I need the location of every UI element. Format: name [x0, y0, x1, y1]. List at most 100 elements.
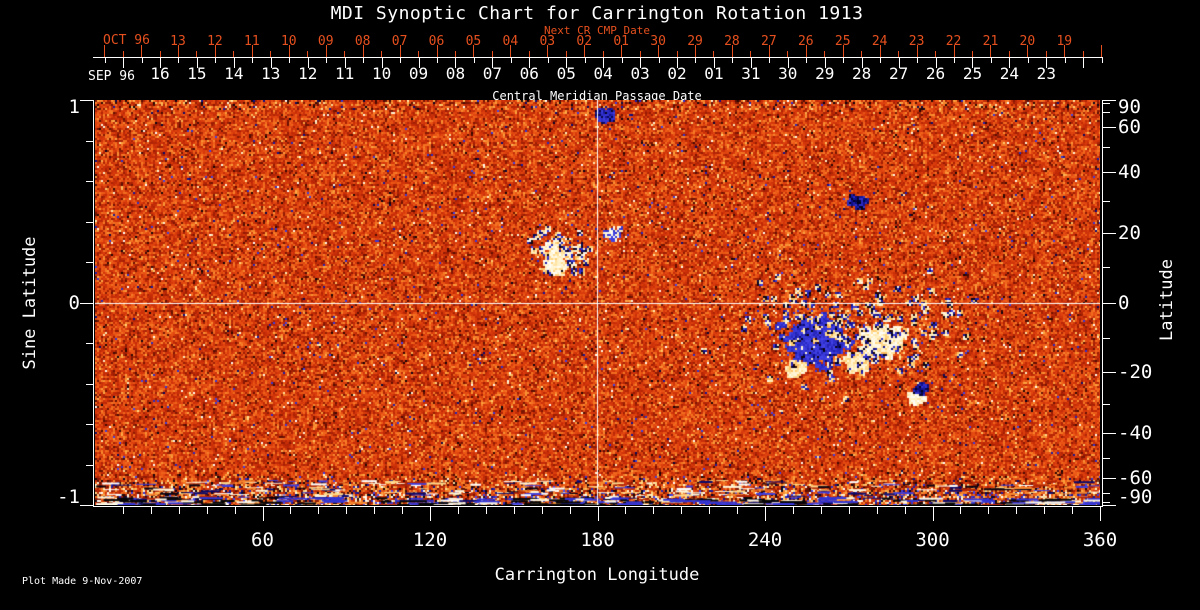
- cmp-tick: [658, 58, 660, 63]
- cmp-tick: [769, 58, 771, 63]
- next-cr-tick: [676, 51, 678, 57]
- cmp-date-label: 03: [630, 64, 650, 83]
- cmp-tick: [695, 58, 697, 63]
- next-cr-tick: [454, 51, 456, 57]
- cmp-tick: [160, 58, 161, 68]
- longitude-tick: [541, 506, 543, 514]
- cmp-date-label: 02: [667, 64, 687, 83]
- longitude-tick-label: 120: [412, 529, 448, 551]
- right-axis-line: [1102, 100, 1103, 507]
- cmp-date-label: 31: [741, 64, 761, 83]
- latitude-major-tick: [1103, 172, 1116, 174]
- cmp-tick: [880, 58, 882, 63]
- sine-latitude-minor-tick: [86, 343, 93, 344]
- left-axis-title: Sine Latitude: [20, 236, 40, 370]
- next-cr-tick: [953, 45, 955, 57]
- latitude-minor-tick: [1103, 501, 1110, 503]
- next-cr-tick: [750, 51, 752, 57]
- longitude-tick: [318, 506, 320, 514]
- next-cr-date-label: 05: [465, 34, 482, 49]
- cmp-date-label: 25: [962, 64, 983, 83]
- cmp-tick: [1064, 58, 1066, 63]
- cmp-tick: [252, 58, 254, 63]
- cmp-tick: [806, 58, 808, 63]
- cmp-axis-line: [93, 57, 1103, 58]
- cmp-tick: [824, 58, 826, 68]
- longitude-tick: [178, 506, 180, 514]
- longitude-tick: [206, 506, 208, 514]
- plot-made-timestamp: Plot Made 9-Nov-2007: [22, 576, 143, 587]
- cmp-tick: [584, 58, 586, 63]
- sine-latitude-major-tick: [80, 505, 93, 506]
- cmp-date-label: 08: [445, 64, 466, 83]
- longitude-tick: [457, 506, 459, 514]
- longitude-tick: [430, 506, 431, 521]
- next-cr-tick: [325, 45, 327, 57]
- latitude-major-tick: [1103, 127, 1116, 129]
- next-cr-date-label: 25: [834, 34, 851, 49]
- next-cr-date-label: 19: [1056, 34, 1073, 49]
- next-cr-date-label: 06: [428, 34, 445, 49]
- longitude-tick: [234, 506, 236, 514]
- sine-latitude-minor-tick: [86, 140, 93, 142]
- cmp-month-label: SEP 96: [88, 69, 135, 84]
- cmp-tick: [972, 58, 974, 68]
- sine-latitude-minor-tick: [86, 181, 93, 182]
- longitude-tick: [709, 506, 711, 514]
- next-cr-tick: [270, 51, 272, 57]
- longitude-tick: [402, 506, 404, 514]
- next-cr-tick: [1027, 45, 1029, 57]
- latitude-major-tick: [1103, 233, 1116, 235]
- next-cr-tick: [602, 51, 604, 57]
- longitude-tick: [988, 506, 990, 514]
- next-cr-tick: [196, 51, 198, 57]
- next-cr-date-label: 30: [650, 34, 666, 49]
- cmp-tick: [732, 58, 734, 63]
- cmp-date-label: 26: [925, 64, 946, 83]
- next-cr-tick: [104, 45, 106, 57]
- latitude-major-tick: [1103, 477, 1116, 479]
- cmp-tick: [547, 58, 549, 63]
- next-cr-date-label: 01: [613, 34, 629, 49]
- next-cr-tick: [1064, 45, 1066, 57]
- next-cr-tick: [1008, 51, 1010, 57]
- next-cr-date-label: 22: [945, 34, 962, 49]
- cmp-tick: [861, 58, 863, 68]
- latitude-tick-label: 0: [1118, 291, 1130, 314]
- next-cr-tick: [1082, 51, 1084, 57]
- longitude-tick: [681, 506, 683, 514]
- cmp-tick: [843, 58, 845, 63]
- cmp-date-label: 11: [335, 64, 355, 83]
- latitude-tick-label: 40: [1118, 161, 1141, 184]
- next-cr-tick: [362, 45, 364, 57]
- next-cr-date-label: 02: [576, 34, 593, 49]
- latitude-minor-tick: [1103, 457, 1110, 459]
- longitude-tick: [1100, 506, 1101, 521]
- next-cr-date-label: 09: [317, 34, 334, 49]
- longitude-tick: [150, 506, 152, 514]
- cmp-tick: [344, 58, 346, 68]
- sine-latitude-minor-tick: [86, 424, 93, 425]
- sine-latitude-tick-label: 0: [68, 291, 80, 314]
- longitude-tick-label: 60: [251, 529, 274, 551]
- latitude-tick-label: -40: [1118, 421, 1153, 444]
- cmp-tick: [787, 58, 789, 68]
- cmp-tick: [1101, 58, 1103, 63]
- cmp-tick: [289, 58, 291, 63]
- next-cr-tick: [1101, 45, 1103, 57]
- longitude-tick: [374, 506, 376, 514]
- longitude-tick: [569, 506, 571, 514]
- sine-latitude-tick-label: 1: [68, 96, 80, 118]
- next-cr-tick: [916, 45, 918, 57]
- cmp-date-label: 29: [815, 64, 835, 83]
- cmp-tick: [640, 58, 642, 68]
- latitude-major-tick: [1103, 100, 1116, 101]
- longitude-tick: [904, 506, 906, 514]
- cmp-date-label: 15: [187, 64, 207, 83]
- cmp-tick: [713, 58, 715, 68]
- next-cr-tick: [214, 45, 216, 57]
- cmp-tick: [1009, 58, 1011, 68]
- next-cr-tick: [1045, 51, 1047, 57]
- next-cr-tick: [695, 45, 697, 57]
- cmp-tick: [233, 58, 235, 68]
